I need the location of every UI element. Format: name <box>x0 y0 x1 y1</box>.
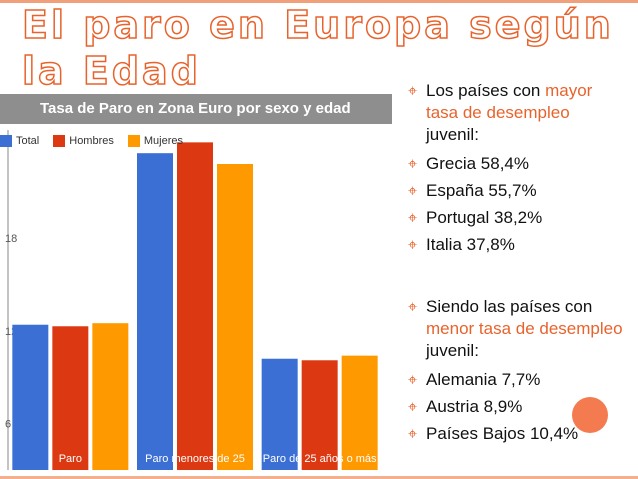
bullet-text: Los países con mayor tasa de desempleo j… <box>426 81 593 144</box>
bar <box>177 142 213 470</box>
target-bullet-icon: ⌖ <box>408 397 418 416</box>
bullet-text: Portugal 38,2% <box>426 208 543 227</box>
target-bullet-icon: ⌖ <box>408 154 418 173</box>
target-bullet-icon: ⌖ <box>408 235 418 254</box>
bottom-rule <box>0 476 638 479</box>
category-label: Paro <box>59 453 82 465</box>
bar <box>137 153 173 470</box>
chart-title: Tasa de Paro en Zona Euro por sexo y eda… <box>40 100 351 117</box>
category-label: Paro menores de 25 <box>145 453 245 465</box>
y-tick-label: 18 <box>5 233 17 245</box>
chart-legend: Total Hombres Mujeres <box>0 132 197 150</box>
chart-image: 6 12 18 Paro Paro menores de 25 Paro de 25 añ… <box>0 94 392 479</box>
bar <box>261 358 298 470</box>
bullet-text: Italia 37,8% <box>426 235 515 254</box>
bullet-item: ⌖ Grecia 58,4% <box>408 153 626 175</box>
legend-swatch-total <box>0 135 12 147</box>
legend-item-hombres: Hombres <box>53 135 114 147</box>
bullet-text: Países Bajos 10,4% <box>426 424 579 443</box>
bar <box>217 164 253 470</box>
bullet-text: Grecia 58,4% <box>426 154 529 173</box>
chart-title-bar: Tasa de Paro en Zona Euro por sexo y eda… <box>0 94 392 124</box>
bullet-item: ⌖ Países Bajos 10,4% <box>408 423 626 445</box>
bullet-item: ⌖ Los países con mayor tasa de desempleo… <box>408 80 626 146</box>
target-bullet-icon: ⌖ <box>408 81 418 100</box>
bullet-item: ⌖ Italia 37,8% <box>408 234 626 256</box>
legend-item-mujeres: Mujeres <box>127 135 183 147</box>
legend-label-mujeres: Mujeres <box>143 135 183 147</box>
bullet-item: ⌖ España 55,7% <box>408 180 626 202</box>
target-bullet-icon: ⌖ <box>408 208 418 227</box>
legend-swatch-hombres <box>53 135 66 147</box>
bullet-item: ⌖ Siendo las países con menor tasa de de… <box>408 296 626 362</box>
bullet-text: España 55,7% <box>426 181 537 200</box>
legend-item-total: Total <box>0 135 39 147</box>
bullet-text: Siendo las países con menor tasa de dese… <box>426 297 623 360</box>
decorative-circle <box>572 397 608 433</box>
bullet-text: Alemania 7,7% <box>426 370 541 389</box>
legend-swatch-mujeres <box>127 135 140 147</box>
slide-title-line-2: la Edad <box>21 49 201 93</box>
target-bullet-icon: ⌖ <box>408 370 418 389</box>
bar <box>52 326 89 470</box>
bullet-text: Austria 8,9% <box>426 397 523 416</box>
target-bullet-icon: ⌖ <box>408 297 418 316</box>
bullet-item: ⌖ Alemania 7,7% <box>408 369 626 391</box>
bullet-item: ⌖ Portugal 38,2% <box>408 207 626 229</box>
y-tick-label: 6 <box>5 419 11 431</box>
bar <box>12 324 49 470</box>
bar <box>301 360 338 470</box>
target-bullet-icon: ⌖ <box>408 424 418 443</box>
category-label: Paro de 25 años o más <box>263 453 377 465</box>
slide-title-line-1: El paro en Europa según <box>21 3 614 47</box>
top-rule <box>0 0 638 3</box>
legend-label-hombres: Hombres <box>69 135 114 147</box>
bar <box>341 355 378 470</box>
bar <box>92 323 129 470</box>
target-bullet-icon: ⌖ <box>408 181 418 200</box>
bullet-item: ⌖ Austria 8,9% <box>408 396 626 418</box>
legend-label-total: Total <box>16 135 40 147</box>
